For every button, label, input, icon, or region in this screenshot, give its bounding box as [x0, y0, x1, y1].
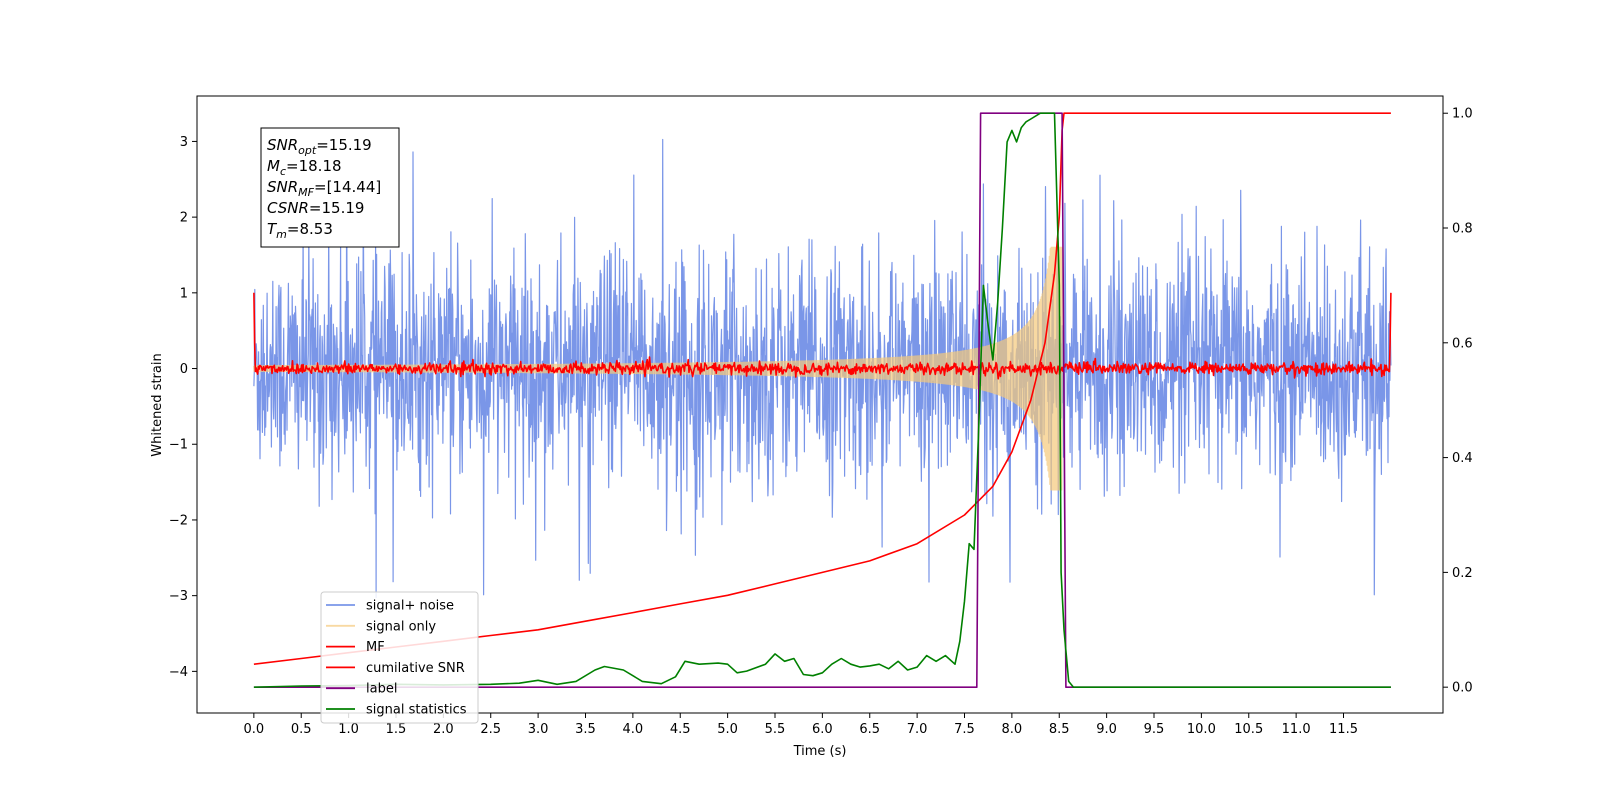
y-axis-right: 0.0 0.2 0.4 0.6 0.8 1.0: [1443, 107, 1473, 696]
legend-label: signal+ noise: [366, 599, 454, 614]
x-tick-label: 9.5: [1144, 722, 1165, 737]
legend-label: cumilative SNR: [366, 661, 465, 676]
x-tick-label: 3.5: [575, 722, 596, 737]
y-tick-label: −1: [169, 438, 188, 453]
annotation-subscript: MF: [298, 186, 314, 199]
x-axis: 0.0 0.5 1.0 1.5 2.0 2.5 3.0 3.5 4.0 4.5 5.0 5.5 6.0 6…: [244, 713, 1358, 737]
x-tick-label: 10.0: [1187, 722, 1216, 737]
x-tick-label: 7.5: [954, 722, 975, 737]
annotation-value: =[14.44]: [314, 178, 381, 196]
legend-item-signal-only: signal only: [326, 619, 436, 634]
legend-item-cumulative-snr: cumilative SNR: [326, 661, 465, 676]
axes-frame: [196, 95, 1444, 714]
x-tick-label: 4.5: [670, 722, 691, 737]
legend-label: MF: [366, 640, 385, 655]
y-tick-label: 0: [180, 362, 188, 377]
annotation-symbol: M: [267, 157, 280, 175]
x-tick-label: 1.0: [338, 722, 359, 737]
x-tick-label: 9.0: [1096, 722, 1117, 737]
legend-frame: [320, 591, 479, 724]
x-tick-label: 3.0: [528, 722, 549, 737]
annotation-frame: [260, 127, 400, 248]
y-tick-label: 1: [180, 286, 188, 301]
y2-tick-label: 1.0: [1452, 107, 1473, 122]
y2-tick-label: 0.2: [1452, 566, 1473, 581]
x-tick-label: 5.5: [765, 722, 786, 737]
annotation-subscript: opt: [298, 144, 317, 157]
x-tick-label: 6.5: [859, 722, 880, 737]
annotation-line: Mc=18.18: [267, 157, 342, 178]
x-tick-label: 2.5: [480, 722, 501, 737]
annotation-line: SNRopt=15.19: [267, 136, 372, 157]
x-tick-label: 8.5: [1049, 722, 1070, 737]
legend-item-signal-statistics: signal statistics: [326, 703, 467, 718]
legend-item-label: label: [326, 682, 397, 697]
annotation-symbol: CSNR: [267, 199, 309, 217]
y-tick-label: −4: [169, 665, 188, 680]
y2-tick-label: 0.8: [1452, 222, 1473, 237]
legend-label: signal statistics: [366, 703, 467, 718]
y-axis-title: Whitened strain: [150, 353, 165, 456]
annotation-value: =15.19: [309, 199, 365, 217]
y-axis-left: −4 −3 −2 −1 0 1 2 3: [169, 135, 197, 680]
x-tick-label: 11.5: [1329, 722, 1358, 737]
x-tick-label: 5.0: [717, 722, 738, 737]
annotation-box: SNRopt=15.19Mc=18.18SNRMF=[14.44]CSNR=15…: [260, 127, 400, 248]
x-tick-label: 10.5: [1234, 722, 1263, 737]
x-tick-label: 0.0: [244, 722, 265, 737]
series-signal-only-line: [253, 246, 1063, 491]
legend-item-mf: MF: [326, 640, 385, 655]
x-tick-label: 4.0: [623, 722, 644, 737]
y2-tick-label: 0.0: [1452, 681, 1473, 696]
x-tick-label: 1.5: [386, 722, 407, 737]
y2-tick-label: 0.4: [1452, 451, 1473, 466]
y-tick-label: −2: [169, 513, 188, 528]
legend-item-signal-noise: signal+ noise: [326, 599, 454, 614]
annotation-value: =15.19: [316, 136, 372, 154]
annotation-symbol: SNR: [267, 136, 298, 154]
annotation-value: =18.18: [286, 157, 342, 175]
annotation-line: Tm=8.53: [267, 220, 333, 241]
y-tick-label: 2: [180, 211, 188, 226]
legend-label: label: [366, 682, 397, 697]
series-signal-noise-line: [253, 137, 1392, 598]
series-signal-statistics-line: [253, 112, 1391, 688]
y2-tick-label: 0.6: [1452, 336, 1473, 351]
annotation-subscript: c: [280, 165, 286, 178]
x-tick-label: 11.0: [1282, 722, 1311, 737]
legend-label: signal only: [366, 619, 436, 634]
x-axis-title: Time (s): [793, 744, 847, 759]
annotation-line: CSNR=15.19: [267, 199, 364, 217]
x-tick-label: 6.0: [812, 722, 833, 737]
x-tick-label: 0.5: [291, 722, 312, 737]
x-tick-label: 2.0: [433, 722, 454, 737]
y-tick-label: 3: [180, 135, 188, 150]
annotation-value: =8.53: [287, 220, 333, 238]
legend: signal+ noise signal only MF cumilative SNR…: [320, 591, 479, 724]
x-tick-label: 8.0: [1002, 722, 1023, 737]
annotation-line: SNRMF=[14.44]: [267, 178, 381, 199]
annotation-symbol: T: [267, 220, 278, 238]
x-tick-label: 7.0: [907, 722, 928, 737]
annotation-subscript: m: [276, 228, 287, 241]
annotation-symbol: SNR: [267, 178, 298, 196]
series-mf-line: [253, 292, 1392, 380]
y-tick-label: −3: [169, 589, 188, 604]
